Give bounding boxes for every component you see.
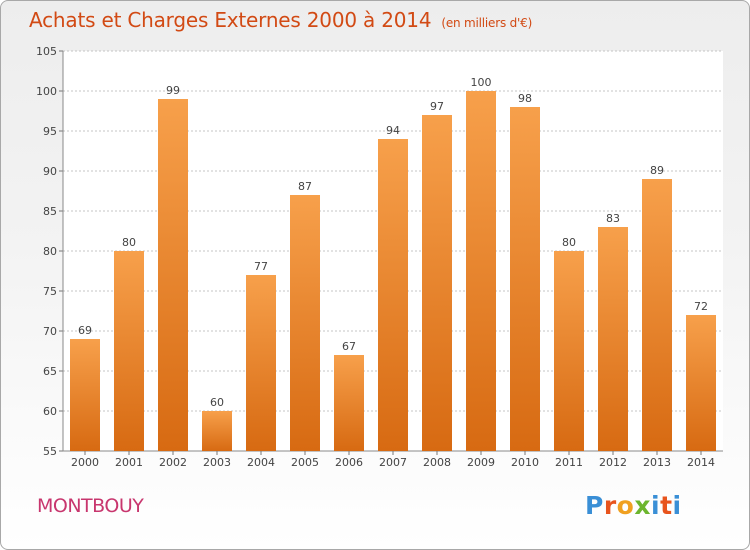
commune-name: MONTBOUY	[37, 495, 144, 517]
data-label-2008: 97	[430, 100, 444, 113]
y-tick-label: 55	[43, 445, 57, 458]
y-tick-label: 85	[43, 205, 57, 218]
x-tick-label-2014: 2014	[687, 456, 715, 469]
bar-2000	[70, 339, 100, 451]
data-label-2001: 80	[122, 236, 136, 249]
y-tick-label: 60	[43, 405, 57, 418]
y-tick-label: 80	[43, 245, 57, 258]
y-tick-label: 70	[43, 325, 57, 338]
x-tick-label-2007: 2007	[379, 456, 407, 469]
y-tick-label: 100	[36, 85, 57, 98]
data-label-2000: 69	[78, 324, 92, 337]
bar-2001	[114, 251, 144, 451]
x-tick-label-2012: 2012	[599, 456, 627, 469]
chart-title-text: Achats et Charges Externes 2000 à 2014	[29, 8, 432, 32]
y-tick-label: 105	[36, 45, 57, 58]
bar-2013	[642, 179, 672, 451]
logo-letter: x	[634, 491, 651, 520]
x-tick-label-2009: 2009	[467, 456, 495, 469]
logo-letter: P	[585, 491, 604, 520]
logo-letter: i	[672, 491, 682, 520]
data-label-2013: 89	[650, 164, 664, 177]
data-label-2002: 99	[166, 84, 180, 97]
x-tick-label-2013: 2013	[643, 456, 671, 469]
data-label-2003: 60	[210, 396, 224, 409]
bar-2008	[422, 115, 452, 451]
chart-subtitle: (en milliers d'€)	[441, 16, 533, 30]
data-label-2006: 67	[342, 340, 356, 353]
x-tick-label-2005: 2005	[291, 456, 319, 469]
x-tick-label-2003: 2003	[203, 456, 231, 469]
x-tick-label-2000: 2000	[71, 456, 99, 469]
logo-letter: i	[651, 491, 661, 520]
chart-title: Achats et Charges Externes 2000 à 2014 (e…	[29, 8, 532, 32]
bar-2005	[290, 195, 320, 451]
data-label-2014: 72	[694, 300, 708, 313]
y-tick-label: 95	[43, 125, 57, 138]
logo-letter: t	[660, 491, 673, 520]
x-tick-label-2010: 2010	[511, 456, 539, 469]
bar-2012	[598, 227, 628, 451]
data-label-2012: 83	[606, 212, 620, 225]
x-tick-label-2001: 2001	[115, 456, 143, 469]
y-tick-label: 65	[43, 365, 57, 378]
data-label-2007: 94	[386, 124, 400, 137]
data-label-2009: 100	[471, 76, 492, 89]
logo-letter: r	[603, 491, 617, 520]
bar-2003	[202, 411, 232, 451]
x-tick-label-2006: 2006	[335, 456, 363, 469]
data-label-2004: 77	[254, 260, 268, 273]
bar-2010	[510, 107, 540, 451]
data-label-2010: 98	[518, 92, 532, 105]
bar-2007	[378, 139, 408, 451]
bar-2002	[158, 99, 188, 451]
bar-2009	[466, 91, 496, 451]
bar-2011	[554, 251, 584, 451]
bar-2014	[686, 315, 716, 451]
x-tick-label-2002: 2002	[159, 456, 187, 469]
y-tick-label: 75	[43, 285, 57, 298]
bar-2006	[334, 355, 364, 451]
bar-2004	[246, 275, 276, 451]
x-tick-label-2004: 2004	[247, 456, 275, 469]
data-label-2005: 87	[298, 180, 312, 193]
proxiti-logo: Proxiti	[585, 491, 682, 520]
data-label-2011: 80	[562, 236, 576, 249]
x-tick-label-2008: 2008	[423, 456, 451, 469]
x-tick-label-2011: 2011	[555, 456, 583, 469]
logo-letter: o	[616, 491, 635, 520]
y-tick-label: 90	[43, 165, 57, 178]
